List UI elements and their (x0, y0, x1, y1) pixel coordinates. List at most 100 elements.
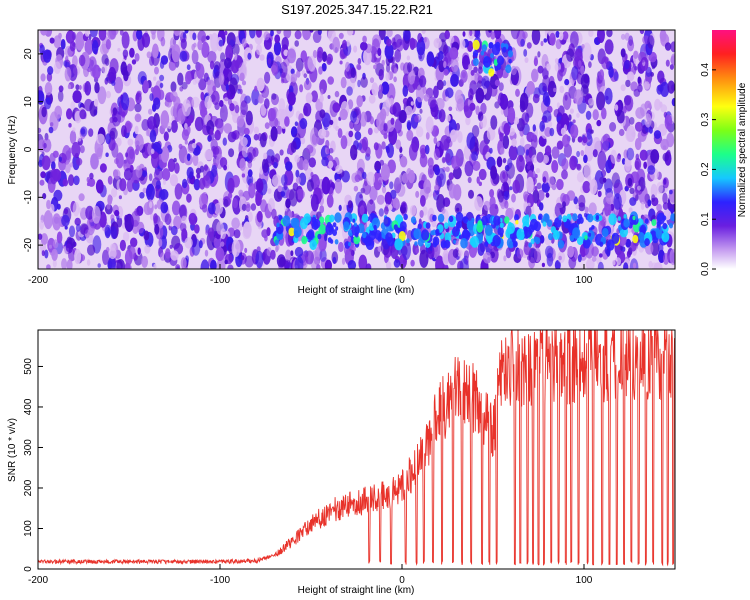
heatmap-cell (499, 131, 504, 142)
heatmap-cell (354, 174, 361, 183)
heatmap-cell (152, 43, 159, 59)
heatmap-cell (623, 262, 629, 269)
y-tick-label: 0 (23, 566, 34, 572)
heatmap-cell (469, 102, 476, 111)
heatmap-cell (582, 42, 592, 63)
heatmap-cell (383, 132, 388, 139)
heatmap-band-cell (332, 229, 337, 237)
x-tick-label: -100 (210, 275, 230, 286)
heatmap-cell (160, 55, 169, 65)
heatmap-cell (643, 161, 648, 169)
heatmap-band-cell (383, 216, 391, 227)
heatmap-band-cell (470, 236, 479, 248)
heatmap-cell (42, 193, 47, 200)
heatmap-cell (444, 30, 451, 40)
heatmap-band-cell (598, 215, 603, 221)
heatmap-cell (435, 128, 439, 135)
heatmap-cell (38, 90, 44, 101)
heatmap-cell (625, 238, 632, 248)
heatmap-cell (281, 37, 289, 50)
heatmap-cell (620, 48, 626, 58)
heatmap-cell (93, 98, 99, 107)
heatmap-cell (563, 143, 573, 158)
heatmap-cell (124, 152, 129, 158)
heatmap-cell (225, 83, 229, 91)
heatmap-band-cell (352, 218, 356, 223)
heatmap-cell (131, 210, 140, 227)
heatmap-cell (545, 192, 550, 198)
heatmap-band-cell (373, 224, 377, 230)
heatmap-cell (276, 30, 282, 35)
heatmap-cell (669, 189, 673, 195)
x-tick-label: -200 (28, 575, 48, 586)
heatmap-cell (653, 130, 662, 139)
heatmap-cell (549, 32, 556, 46)
heatmap-cell (562, 91, 572, 111)
y-tick-label: 100 (23, 520, 34, 537)
heatmap-cell (74, 217, 81, 226)
heatmap-cell (231, 43, 240, 56)
heatmap-cell (659, 81, 670, 98)
heatmap-cell (86, 176, 90, 183)
heatmap-cell (294, 40, 300, 47)
heatmap-cell (177, 30, 184, 38)
heatmap-cell (347, 30, 354, 36)
heatmap-cell (321, 176, 331, 195)
heatmap-cell (420, 148, 426, 159)
colorbar-tick-label: 0.0 (700, 262, 711, 276)
heatmap-band-cell (599, 241, 604, 247)
heatmap-cell (350, 67, 357, 78)
heatmap-cell (326, 194, 334, 208)
heatmap-cell (473, 66, 478, 73)
heatmap-cell (134, 103, 142, 113)
heatmap-cell (259, 54, 265, 61)
heatmap-cell (245, 110, 253, 126)
heatmap-cell (395, 139, 402, 150)
heatmap-cell (255, 192, 262, 206)
heatmap-cell (659, 101, 663, 108)
heatmap-band-cell (629, 214, 637, 225)
heatmap-cell (634, 137, 642, 151)
heatmap-cell (285, 249, 292, 261)
heatmap-cell (558, 255, 562, 261)
heatmap-cell (559, 31, 564, 41)
heatmap-cell (536, 182, 542, 190)
heatmap-cell (332, 256, 337, 264)
heatmap-band-cell (504, 216, 510, 224)
heatmap-cell (84, 38, 94, 55)
x-tick-label: -200 (28, 275, 48, 286)
heatmap-cell (195, 167, 202, 175)
heatmap-cell (576, 150, 580, 158)
heatmap-cell (224, 57, 232, 69)
heatmap-band-cell (499, 222, 504, 229)
heatmap-cell (445, 96, 449, 102)
heatmap-cell (422, 206, 428, 216)
heatmap-cell (382, 181, 386, 188)
heatmap-band-cell (335, 226, 339, 231)
heatmap-cell (38, 233, 43, 240)
colorbar-tick-label: 0.4 (700, 62, 711, 76)
heatmap-cell (494, 79, 500, 87)
heatmap-cell (581, 44, 585, 49)
heatmap-band-cell (490, 53, 494, 59)
heatmap-cell (577, 136, 583, 143)
heatmap-cell (600, 135, 609, 153)
heatmap-cell (551, 146, 560, 159)
heatmap-cell (339, 60, 343, 65)
heatmap-cell (419, 210, 424, 218)
heatmap-cell (261, 158, 269, 173)
heatmap-cell (219, 104, 228, 122)
heatmap-cell (559, 85, 565, 94)
heatmap-cell (89, 172, 94, 180)
heatmap-cell (91, 39, 99, 55)
heatmap-cell (186, 166, 194, 179)
heatmap-cell (449, 129, 458, 143)
heatmap-cell (233, 53, 238, 61)
heatmap-cell (596, 119, 602, 127)
heatmap-cell (154, 66, 159, 75)
heatmap-cell (446, 114, 451, 122)
heatmap-cell (170, 81, 177, 93)
heatmap-band-cell (432, 214, 437, 222)
